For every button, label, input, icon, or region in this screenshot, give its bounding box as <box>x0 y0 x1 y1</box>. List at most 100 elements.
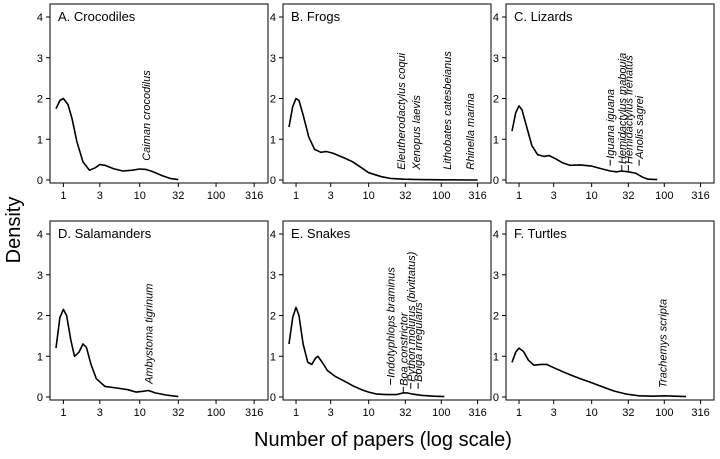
chart-panel: E. Snakes 0 1 2 3 4 1 3 10 32 100 316 Indotyphlops b… <box>270 220 492 419</box>
panel-frame <box>49 3 269 184</box>
x-tick-label: 10 <box>363 190 375 202</box>
y-tick-label: 0 <box>493 175 499 187</box>
y-tick-label: 0 <box>493 392 499 404</box>
x-tick-label: 100 <box>207 190 225 202</box>
y-tick-label: 3 <box>270 270 276 282</box>
y-tick-label: 3 <box>493 53 499 65</box>
x-tick-label: 316 <box>245 407 263 419</box>
density-curve <box>511 105 658 181</box>
y-tick-label: 1 <box>493 351 499 363</box>
panel-frame <box>49 220 269 401</box>
x-tick-label: 3 <box>551 407 557 419</box>
x-tick-label: 316 <box>691 407 709 419</box>
y-tick-label: 0 <box>37 175 43 187</box>
x-tick-label: 1 <box>60 190 66 202</box>
species-annotation: Rhinella marina <box>465 93 477 169</box>
panel-frame <box>505 3 715 184</box>
x-tick-label: 316 <box>691 190 709 202</box>
x-tick-label: 32 <box>172 407 184 419</box>
x-tick-label: 32 <box>622 407 634 419</box>
density-curve <box>511 347 687 398</box>
x-tick-label: 316 <box>245 190 263 202</box>
x-tick-label: 10 <box>363 407 375 419</box>
species-annotation: Iguana iguana <box>605 89 617 159</box>
x-tick-label: 3 <box>97 190 103 202</box>
species-annotation: Anolis sagrei <box>634 95 646 160</box>
y-tick-label: 0 <box>270 392 276 404</box>
x-tick-label: 100 <box>432 190 450 202</box>
x-tick-label: 10 <box>134 190 146 202</box>
y-tick-label: 3 <box>270 53 276 65</box>
x-tick-label: 3 <box>328 407 334 419</box>
x-tick-label: 32 <box>399 407 411 419</box>
x-tick-label: 10 <box>586 190 598 202</box>
y-tick-label: 4 <box>270 229 276 241</box>
x-tick-label: 316 <box>468 407 486 419</box>
panel-title: A. Crocodiles <box>58 9 136 24</box>
y-tick-label: 2 <box>493 311 499 323</box>
species-annotation: Boa constrictor <box>398 311 410 386</box>
species-annotation: Python molurus (bivittatus) <box>406 251 418 382</box>
species-annotation: Lithobates catesbeianus <box>442 51 454 170</box>
species-annotation: Eleutherodactylus coqui <box>396 52 408 169</box>
y-tick-label: 2 <box>493 94 499 106</box>
panel-frame <box>282 3 492 184</box>
x-tick-label: 316 <box>468 190 486 202</box>
chart-panel: F. Turtles 0 1 2 3 4 1 3 10 32 100 316 Trachemys scr… <box>493 220 715 419</box>
density-curve <box>55 97 179 181</box>
y-tick-label: 0 <box>37 392 43 404</box>
density-curve <box>55 308 179 398</box>
y-tick-label: 2 <box>37 94 43 106</box>
y-tick-label: 4 <box>493 229 499 241</box>
density-curve <box>288 306 445 398</box>
x-tick-label: 10 <box>586 407 598 419</box>
chart-panel: A. Crocodiles 0 1 2 3 4 1 3 10 32 100 316 Caiman cro… <box>37 3 269 202</box>
species-annotation: Hemidactylus mabouia <box>617 53 629 164</box>
species-annotation: Ambystoma tigrinum <box>143 284 155 385</box>
chart-panel: B. Frogs 0 1 2 3 4 1 3 10 32 100 316 Eleutherodactyl… <box>270 3 492 202</box>
y-tick-label: 4 <box>37 12 43 24</box>
x-tick-label: 3 <box>97 407 103 419</box>
y-tick-label: 1 <box>493 134 499 146</box>
x-tick-label: 100 <box>432 407 450 419</box>
species-annotation: Indotyphlops braminus <box>386 267 398 378</box>
x-tick-label: 32 <box>172 190 184 202</box>
species-annotation: Hemidactylus frenatus <box>623 55 635 164</box>
panel-title: F. Turtles <box>514 226 567 241</box>
y-tick-label: 2 <box>270 94 276 106</box>
y-tick-label: 4 <box>270 12 276 24</box>
y-tick-label: 3 <box>493 270 499 282</box>
y-tick-label: 1 <box>270 351 276 363</box>
y-tick-label: 4 <box>493 12 499 24</box>
y-tick-label: 2 <box>37 311 43 323</box>
x-tick-label: 1 <box>516 407 522 419</box>
x-tick-label: 1 <box>60 407 66 419</box>
x-tick-label: 10 <box>134 407 146 419</box>
panel-title: C. Lizards <box>514 9 573 24</box>
density-curve <box>288 97 478 181</box>
x-tick-label: 100 <box>655 190 673 202</box>
x-tick-label: 100 <box>655 407 673 419</box>
y-tick-label: 1 <box>270 134 276 146</box>
panel-title: D. Salamanders <box>58 226 152 241</box>
chart-panel: C. Lizards 0 1 2 3 4 1 3 10 32 100 316 Iguana iguana… <box>493 3 715 202</box>
y-tick-label: 1 <box>37 134 43 146</box>
species-annotation: Xenopus laevis <box>411 95 423 171</box>
panel-frame <box>505 220 715 401</box>
x-tick-label: 100 <box>207 407 225 419</box>
panel-title: B. Frogs <box>291 9 341 24</box>
x-tick-label: 32 <box>622 190 634 202</box>
y-tick-label: 4 <box>37 229 43 241</box>
species-annotation: Trachemys scripta <box>658 299 670 388</box>
x-axis-title: Number of papers (log scale) <box>254 429 512 451</box>
panel-frame <box>282 220 492 401</box>
y-tick-label: 0 <box>270 175 276 187</box>
y-tick-label: 3 <box>37 53 43 65</box>
y-axis-title: Density <box>3 197 25 264</box>
species-annotation: Boiga irregularis <box>413 302 425 382</box>
y-tick-label: 2 <box>270 311 276 323</box>
chart-panel: D. Salamanders 0 1 2 3 4 1 3 10 32 100 316 Ambystoma… <box>37 220 269 419</box>
x-tick-label: 1 <box>293 407 299 419</box>
